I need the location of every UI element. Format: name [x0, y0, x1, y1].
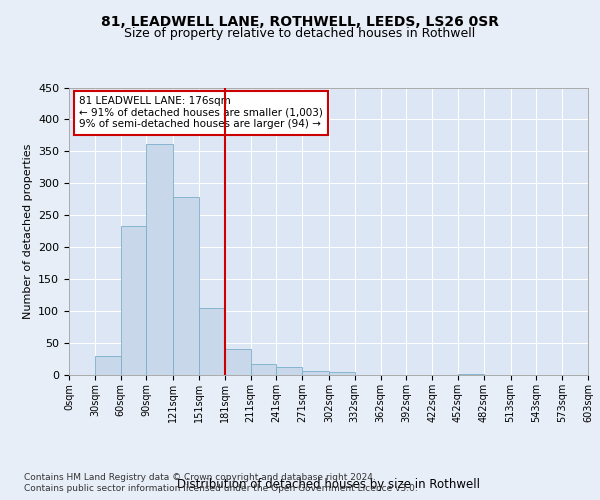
Bar	[121, 226, 146, 375]
Bar	[329, 372, 355, 375]
Text: Size of property relative to detached houses in Rothwell: Size of property relative to detached ho…	[124, 28, 476, 40]
Bar	[95, 356, 121, 375]
X-axis label: Distribution of detached houses by size in Rothwell: Distribution of detached houses by size …	[177, 478, 480, 490]
Bar	[251, 364, 277, 375]
Bar	[173, 198, 199, 375]
Bar	[225, 350, 251, 375]
Text: 81 LEADWELL LANE: 176sqm
← 91% of detached houses are smaller (1,003)
9% of semi: 81 LEADWELL LANE: 176sqm ← 91% of detach…	[79, 96, 323, 130]
Bar	[146, 144, 173, 375]
Bar	[277, 368, 302, 375]
Bar	[458, 374, 484, 375]
Text: Contains public sector information licensed under the Open Government Licence v3: Contains public sector information licen…	[24, 484, 418, 493]
Bar	[302, 371, 329, 375]
Text: Contains HM Land Registry data © Crown copyright and database right 2024.: Contains HM Land Registry data © Crown c…	[24, 472, 376, 482]
Bar	[199, 308, 225, 375]
Y-axis label: Number of detached properties: Number of detached properties	[23, 144, 32, 319]
Text: 81, LEADWELL LANE, ROTHWELL, LEEDS, LS26 0SR: 81, LEADWELL LANE, ROTHWELL, LEEDS, LS26…	[101, 15, 499, 29]
